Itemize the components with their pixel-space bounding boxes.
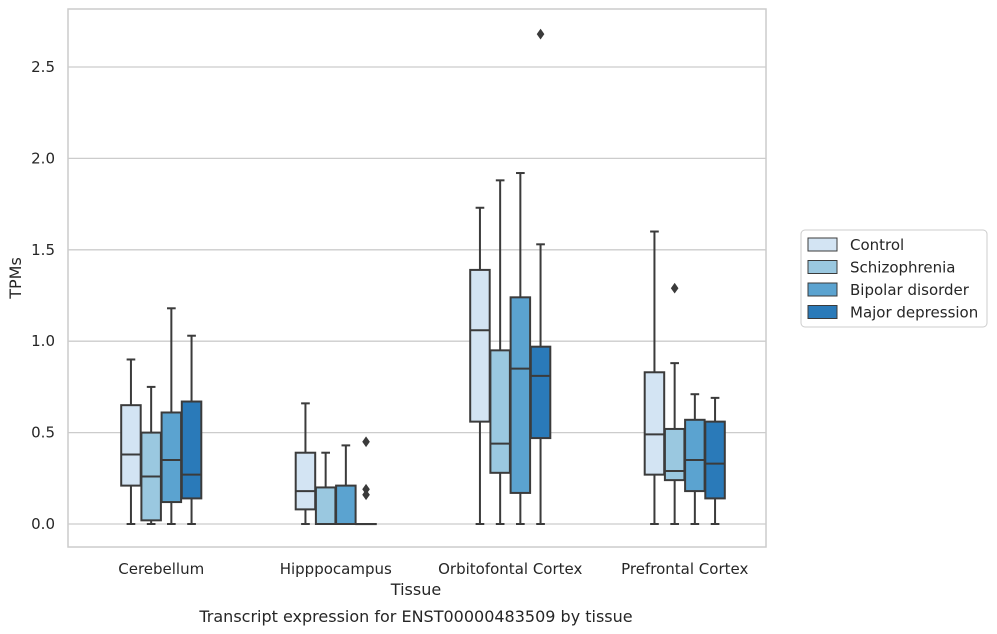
box bbox=[663, 427, 686, 482]
x-axis-label: Tissue bbox=[390, 580, 441, 599]
y-tick-label: 2.0 bbox=[31, 149, 55, 167]
box bbox=[120, 404, 142, 487]
legend-label: Major depression bbox=[850, 304, 978, 322]
x-tick-label: Cerebellum bbox=[118, 560, 204, 578]
box bbox=[643, 371, 666, 476]
box bbox=[294, 451, 317, 511]
box bbox=[335, 484, 357, 525]
legend-label: Control bbox=[850, 236, 904, 254]
y-tick-label: 0.5 bbox=[31, 424, 55, 442]
box-group bbox=[355, 436, 377, 526]
box bbox=[160, 411, 183, 504]
chart-caption: Transcript expression for ENST0000048350… bbox=[198, 607, 632, 626]
x-tick-label: Orbitofontal Cortex bbox=[438, 560, 582, 578]
box-group bbox=[314, 451, 337, 526]
legend: Control Schizophrenia Bipolar disorder Majo… bbox=[800, 229, 988, 328]
legend-frame bbox=[800, 229, 988, 328]
boxes bbox=[120, 28, 726, 526]
y-tick-label: 1.5 bbox=[31, 241, 55, 259]
legend-label: Schizophrenia bbox=[850, 259, 955, 277]
box bbox=[314, 486, 337, 526]
box-group bbox=[140, 385, 162, 525]
legend-swatch bbox=[807, 237, 838, 252]
box-group bbox=[509, 172, 532, 525]
box-group bbox=[294, 402, 317, 525]
x-tick-labels: Cerebellum Hipppocampus Orbitofontal Corte… bbox=[118, 560, 748, 578]
box bbox=[180, 400, 203, 500]
box-group bbox=[335, 444, 357, 525]
legend-label: Bipolar disorder bbox=[850, 281, 970, 299]
box-group bbox=[529, 28, 552, 525]
box-group bbox=[180, 334, 203, 525]
outlier-point bbox=[670, 282, 679, 294]
legend-swatch bbox=[807, 282, 838, 297]
box-group bbox=[663, 282, 686, 525]
box bbox=[509, 296, 532, 494]
plot-frame bbox=[67, 8, 767, 548]
outlier-point bbox=[362, 436, 370, 448]
y-tick-label: 0.0 bbox=[31, 515, 55, 533]
legend-swatch bbox=[807, 305, 838, 319]
y-tick-label: 1.0 bbox=[31, 332, 55, 350]
x-tick-label: Hipppocampus bbox=[280, 560, 392, 578]
box bbox=[529, 345, 552, 440]
y-tick-labels: 0.0 0.5 1.0 1.5 2.0 2.5 bbox=[31, 58, 55, 533]
y-axis-label: TPMs bbox=[6, 257, 25, 300]
box-group bbox=[704, 396, 726, 525]
y-tick-label: 2.5 bbox=[31, 58, 55, 76]
outlier-point bbox=[536, 28, 545, 40]
box bbox=[469, 268, 491, 423]
box bbox=[684, 418, 706, 493]
box-group bbox=[469, 206, 491, 525]
legend-swatch bbox=[807, 260, 838, 274]
box-group bbox=[684, 393, 706, 525]
outlier-point bbox=[362, 489, 370, 501]
box-group bbox=[489, 179, 511, 525]
box bbox=[704, 420, 726, 500]
box-group bbox=[120, 358, 142, 525]
box bbox=[489, 349, 511, 474]
x-tick-label: Prefrontal Cortex bbox=[621, 560, 748, 578]
box-group bbox=[643, 230, 666, 525]
